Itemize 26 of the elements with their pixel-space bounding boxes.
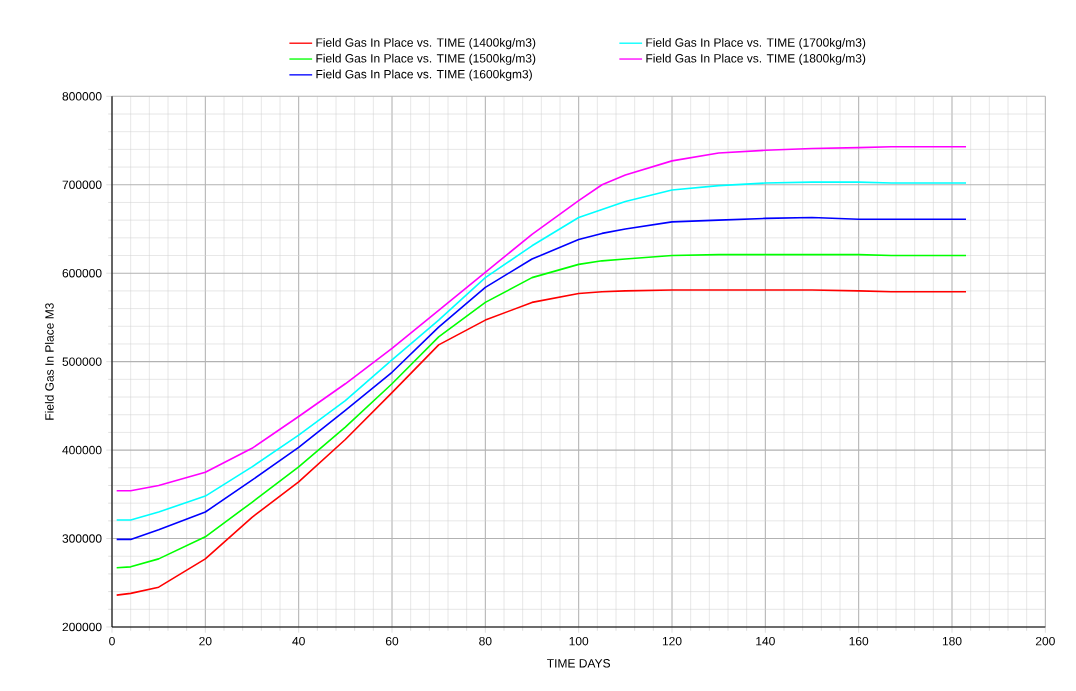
legend-label: Field Gas In Place vs. TIME (1700kg/m3) [646, 37, 866, 50]
y-tick-label: 500000 [62, 357, 102, 366]
x-tick-label: 160 [849, 636, 869, 646]
y-tick-label: 300000 [62, 534, 102, 543]
y-tick-label: 200000 [62, 622, 102, 632]
x-tick-label: 180 [942, 636, 962, 646]
y-tick-label: 600000 [62, 268, 102, 278]
x-tick-label: 120 [662, 636, 682, 646]
legend-label: Field Gas In Place vs. TIME (1500kg/m3) [316, 53, 536, 65]
x-axis-title: TIME DAYS [547, 659, 611, 668]
y-axis-title: Field Gas In Place M3 [44, 303, 54, 420]
x-tick-label: 20 [199, 636, 212, 646]
x-tick-label: 200 [1035, 636, 1055, 646]
x-tick-label: 0 [109, 636, 115, 646]
x-tick-label: 100 [569, 636, 589, 646]
legend-label: Field Gas In Place vs. TIME (1800kg/m3) [646, 53, 866, 65]
x-tick-label: 40 [292, 636, 305, 646]
line-series [115, 181, 967, 521]
y-tick-label: 800000 [62, 92, 102, 101]
y-tick-label: 400000 [62, 445, 102, 455]
x-tick-label: 80 [479, 636, 492, 646]
legend-label: Field Gas In Place vs. TIME (1600kgm3) [316, 69, 532, 81]
x-tick-label: 60 [385, 636, 399, 646]
y-tick-label: 700000 [62, 180, 102, 190]
legend-label: Field Gas In Place vs. TIME (1400kg/m3) [316, 37, 536, 50]
x-tick-label: 140 [756, 636, 775, 646]
